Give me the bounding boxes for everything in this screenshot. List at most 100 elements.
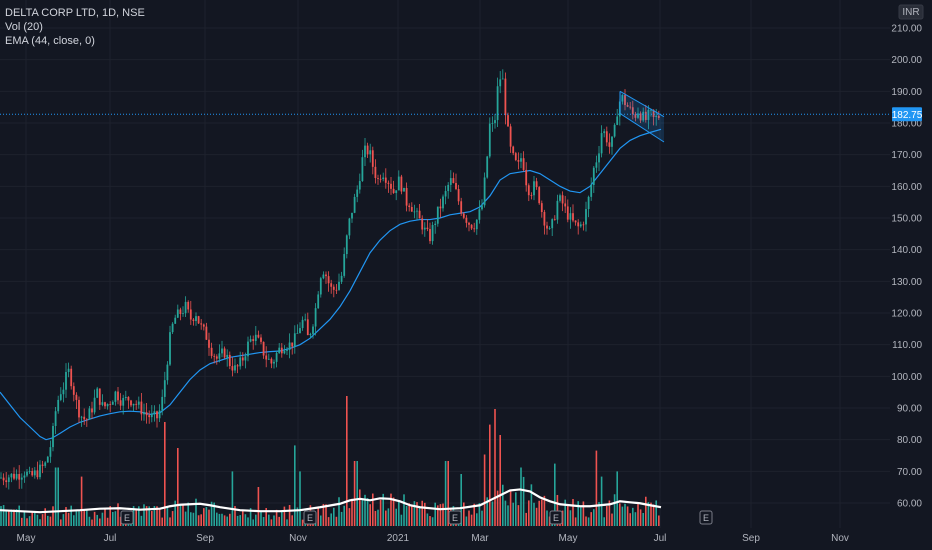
candle-body — [153, 411, 156, 414]
candle-body — [548, 228, 551, 229]
volume-bar — [335, 516, 338, 526]
chart-legend[interactable]: DELTA CORP LTD, 1D, NSE Vol (20) EMA (44… — [5, 6, 145, 48]
candle-body — [299, 328, 301, 334]
candle-body — [449, 178, 452, 185]
volume-bar — [340, 511, 343, 526]
legend-symbol[interactable]: DELTA CORP LTD, 1D, NSE — [5, 7, 145, 19]
candle-body — [434, 223, 437, 226]
candle-body — [169, 332, 171, 365]
candle-body — [114, 391, 117, 402]
volume-bar — [543, 495, 546, 526]
volume-bar — [78, 511, 80, 526]
volume-bar — [476, 513, 478, 526]
candle-body — [585, 209, 587, 225]
candle-body — [111, 401, 114, 405]
candle-body — [395, 190, 398, 194]
y-tick-label: 210.00 — [891, 24, 922, 35]
candle-body — [127, 396, 130, 401]
candle-body — [236, 365, 239, 367]
volume-bar — [424, 502, 426, 526]
candle-body — [605, 131, 608, 143]
volume-bar — [473, 503, 475, 526]
volume-bar — [226, 516, 228, 526]
candle-body — [366, 145, 369, 155]
earnings-box[interactable] — [303, 510, 317, 525]
volume-bar — [574, 517, 577, 526]
candle-body — [96, 388, 99, 398]
legend-ema[interactable]: EMA (44, close, 0) — [5, 35, 95, 47]
time-axis[interactable]: May Jul Sep Nov 2021 Mar May Jul Sep Nov — [17, 533, 849, 544]
volume-bar — [439, 504, 442, 526]
volume-bar — [132, 506, 135, 526]
earnings-box[interactable] — [120, 510, 134, 525]
volume-bar — [182, 504, 184, 526]
volume-bar — [437, 505, 439, 526]
candle-body — [132, 403, 135, 406]
volume-bar — [117, 503, 119, 526]
volume-bar — [616, 471, 618, 526]
price-axis[interactable]: 60.00 70.00 80.00 90.00 100.00 110.00 120.00 13… — [891, 24, 922, 510]
volume-bar — [31, 511, 33, 526]
volume-bar — [252, 519, 254, 526]
volume-bar — [585, 516, 587, 526]
candle-body — [75, 394, 78, 400]
volume-bar — [21, 517, 23, 526]
candle-body — [644, 111, 647, 120]
volume-bar — [114, 511, 117, 526]
x-tick-label: 2021 — [387, 533, 410, 544]
candle-body — [215, 356, 218, 359]
x-tick-label: Sep — [742, 533, 760, 544]
volume-bar — [655, 500, 657, 526]
channel-upper[interactable] — [619, 90, 665, 118]
volume-bar — [93, 511, 96, 526]
y-tick-label: 140.00 — [891, 245, 922, 256]
candle-body — [52, 425, 54, 448]
volume-bar — [387, 508, 390, 526]
earnings-box[interactable] — [699, 510, 713, 525]
candle-body — [280, 347, 283, 354]
volume-bar — [361, 499, 364, 526]
volume-bar — [353, 461, 356, 526]
candle-body — [592, 167, 595, 186]
candle-body — [478, 209, 481, 220]
earnings-box[interactable] — [448, 510, 462, 525]
volume-bar — [10, 509, 13, 526]
channel-lower[interactable] — [619, 113, 665, 143]
volume-bar — [65, 507, 67, 526]
volume-bar — [405, 505, 408, 526]
volume-bar — [23, 510, 26, 526]
volume-bar — [486, 497, 488, 526]
volume-bar — [538, 500, 540, 526]
candle-body — [231, 366, 234, 371]
candle-body — [390, 183, 392, 189]
candle-body — [447, 184, 450, 192]
volume-bar — [275, 509, 278, 526]
candle-body — [465, 217, 468, 223]
channel-drawing[interactable] — [619, 90, 665, 143]
volume-bar — [582, 501, 585, 526]
volume-bar — [70, 505, 72, 526]
candle-body — [189, 309, 192, 320]
volume-bar — [36, 514, 39, 526]
volume-bar — [197, 515, 200, 526]
candle-body — [72, 386, 75, 395]
volume-bar — [229, 513, 231, 526]
volume-bar — [223, 515, 226, 526]
candle-body — [28, 471, 31, 472]
candle-body — [239, 357, 242, 367]
currency-text: INR — [902, 7, 919, 18]
candle-body — [429, 229, 431, 242]
volume-bar — [104, 509, 106, 526]
volume-bar — [99, 518, 101, 526]
volume-bar — [86, 509, 88, 526]
candle-body — [397, 176, 400, 191]
legend-volume[interactable]: Vol (20) — [5, 21, 43, 33]
earnings-box[interactable] — [549, 510, 563, 525]
volume-bar — [481, 510, 483, 526]
volume-bar — [502, 484, 504, 526]
candle-body — [187, 301, 190, 310]
volume-bar — [41, 514, 44, 526]
candle-body — [5, 480, 8, 483]
candle-body — [119, 400, 122, 406]
